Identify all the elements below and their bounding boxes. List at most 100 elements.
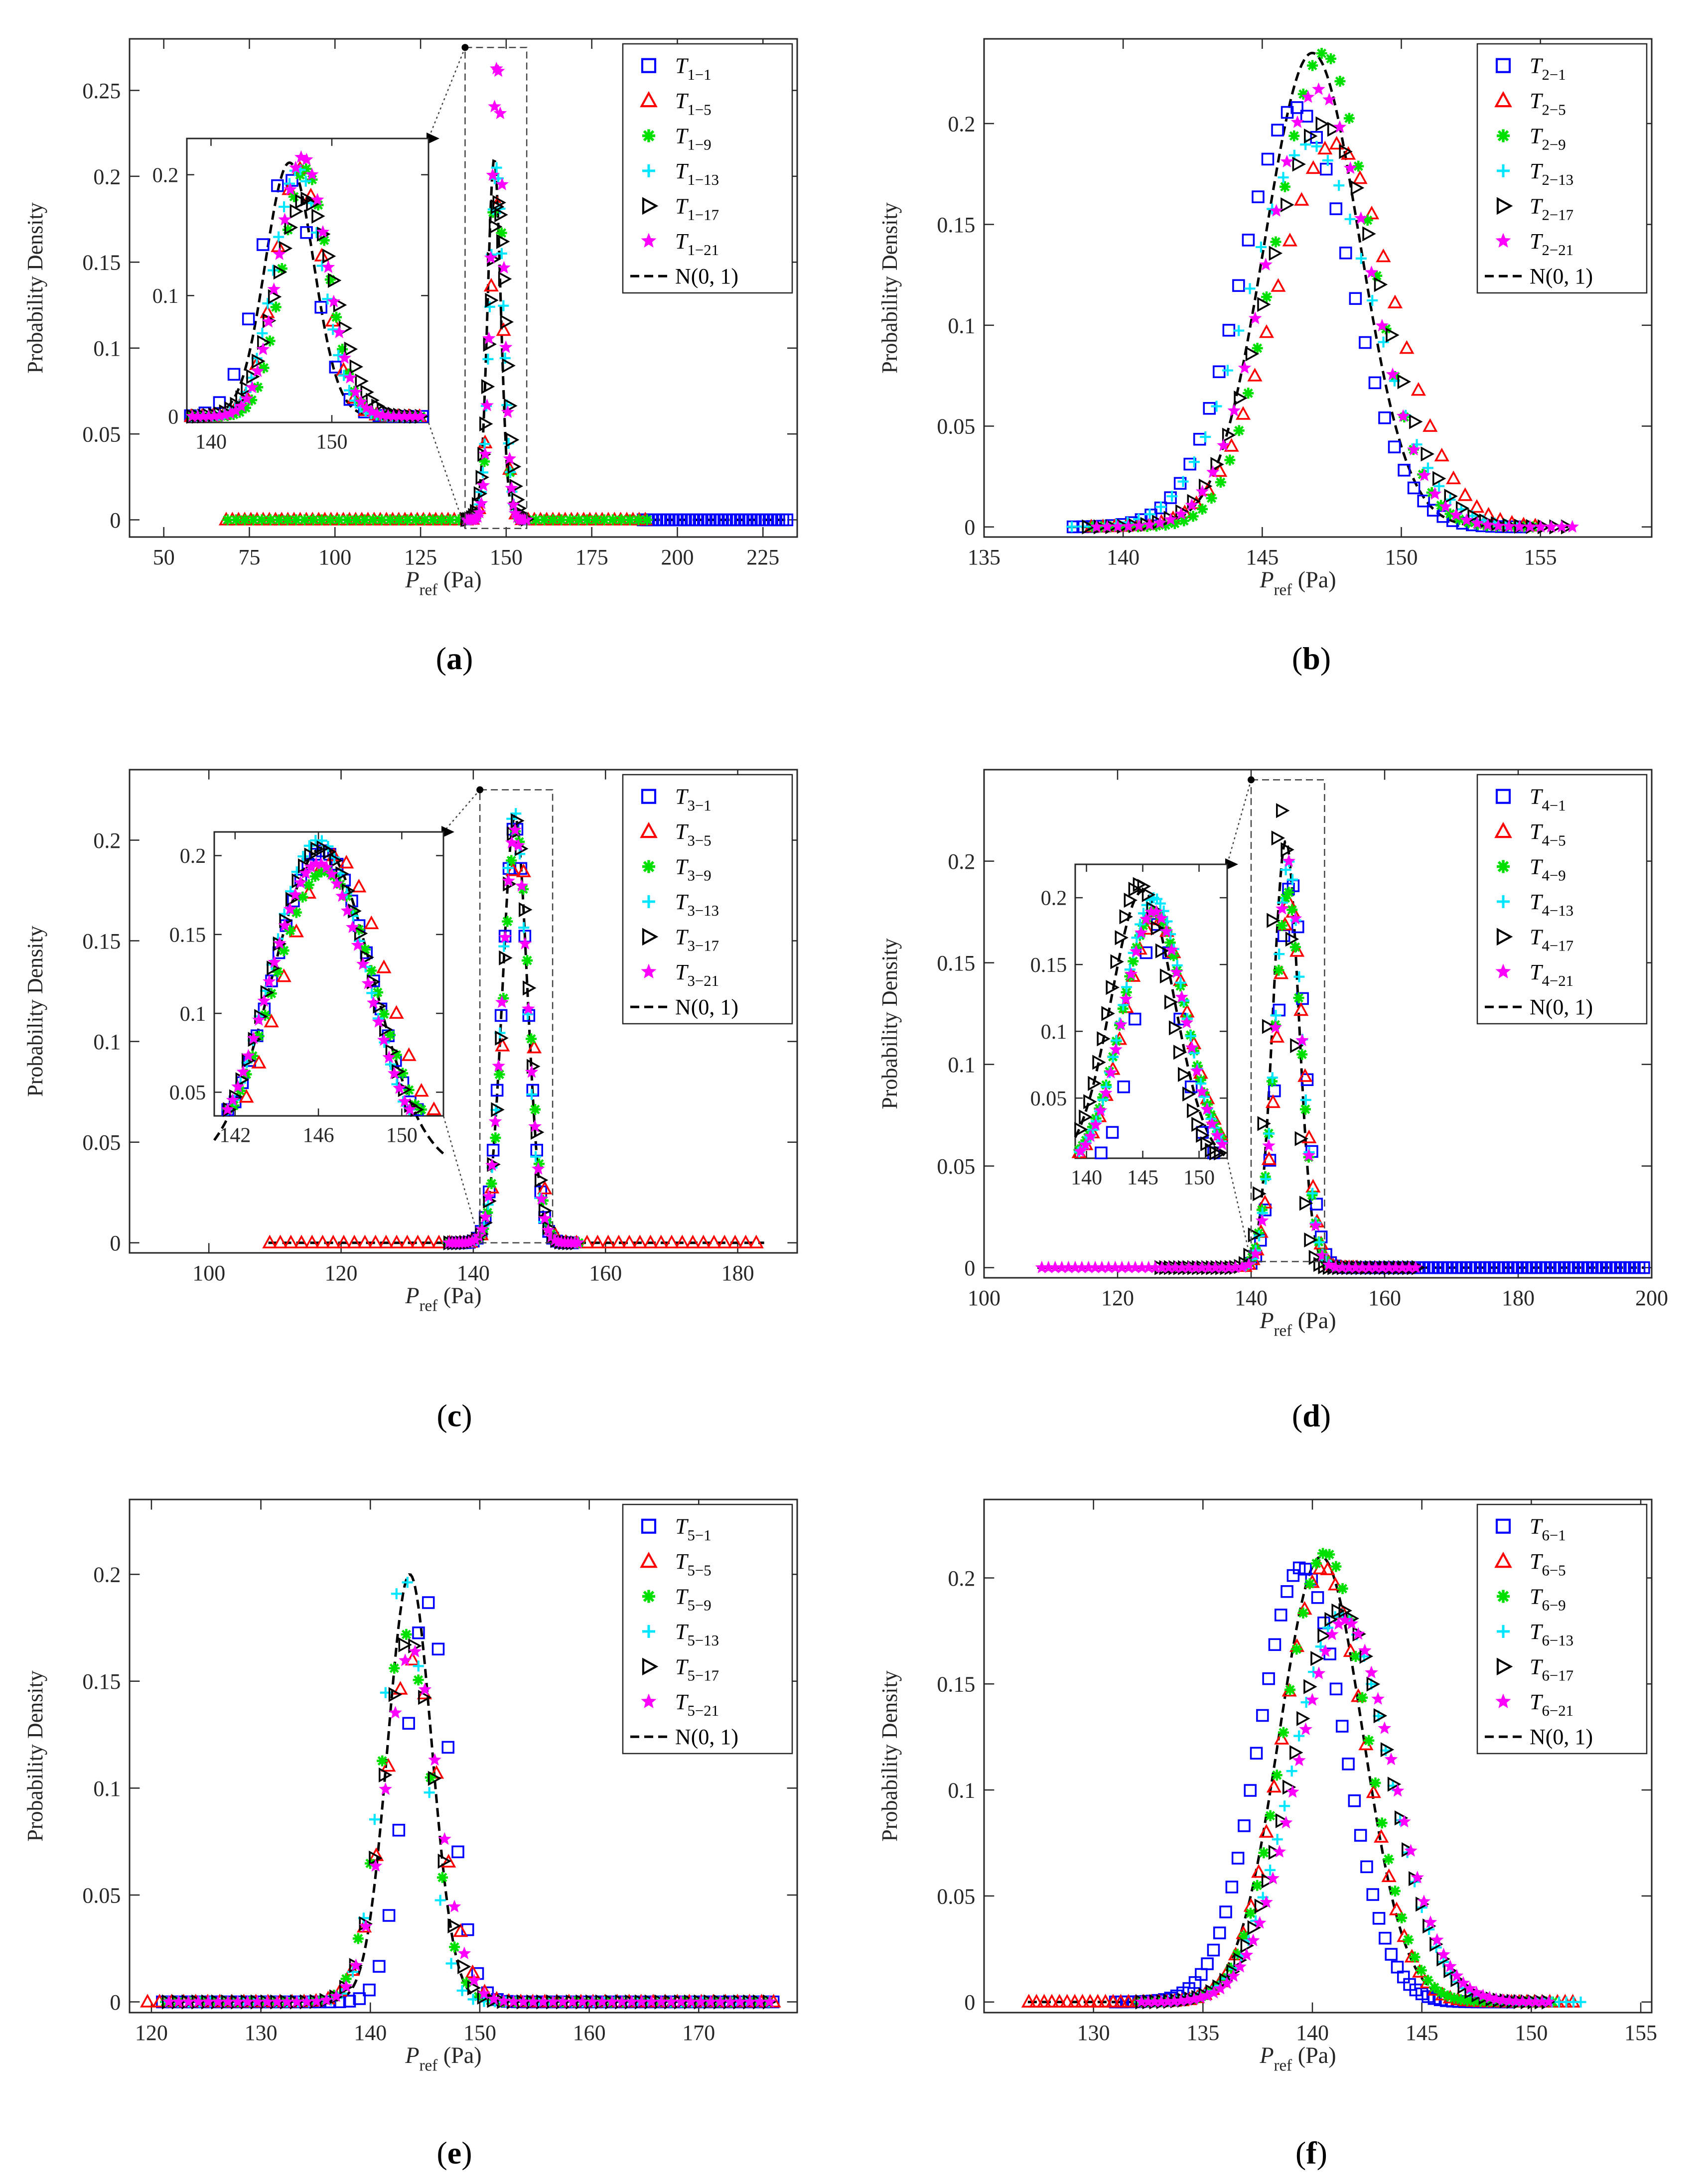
panel-d-inset-point-3: [1121, 981, 1133, 993]
panel-d-s2-point-2: [1293, 992, 1304, 1004]
panel-e-s1-point-1: [140, 1994, 155, 2008]
panel-c-inset-point-5: [382, 1050, 396, 1064]
panel-b-s5-point-5: [1386, 367, 1400, 381]
panel-c-inset-point-1: [389, 1005, 404, 1019]
panel-a-inset-point-0: [314, 301, 327, 314]
panel-d-s5-point-5: [1315, 1248, 1329, 1262]
panel-d-inset-point-5: [1200, 1102, 1214, 1115]
panel-f-s2-point-2: [1310, 1558, 1322, 1569]
panel-e-s2-point-2: [377, 1755, 388, 1766]
panel-a-s4-point-4: [488, 219, 503, 235]
panel-b-s5-point-5: [1227, 404, 1241, 416]
panel-f-s2-point-2: [1252, 1880, 1263, 1891]
panel-b-legend-label: T2−21: [1530, 229, 1573, 259]
panel-c-s1-point-1: [293, 1234, 309, 1248]
panel-f-s0-point-0: [1372, 1912, 1386, 1925]
panel-d-inset-point-4: [1178, 1067, 1192, 1082]
panel-f-s2-point-2: [1238, 1930, 1250, 1942]
panel-b-s2-point-2: [1233, 425, 1245, 436]
panel-c-s5-point-5: [518, 937, 532, 950]
panel-f-s1-point-1: [1075, 1994, 1090, 2008]
panel-c-s1-point-1: [368, 1234, 383, 1248]
panel-e-legend-marker: [642, 1590, 655, 1603]
panel-d-inset-point-4: [1097, 1031, 1111, 1047]
panel-a-s2-point-2: [376, 514, 388, 526]
panel-b-s2-point-2: [1371, 270, 1383, 281]
panel-f-s5-point-5: [1502, 1994, 1516, 2007]
panel-c-inset-point-2: [316, 866, 327, 878]
panel-d-inset-point-3: [1131, 932, 1142, 944]
panel-e-s4-point-4: [398, 1637, 412, 1652]
panel-f-s1-point-1: [1381, 1868, 1397, 1883]
panel-c-inset-point-5: [340, 904, 354, 917]
panel-b-s5-point-5: [1185, 498, 1199, 511]
panel-d-inset-point-5: [1175, 990, 1188, 1003]
panel-f-s5-point-5: [1292, 1753, 1306, 1766]
panel-f-s4-point-4: [1380, 1742, 1395, 1758]
panel-a-s4-point-4: [504, 398, 518, 413]
panel-d-inset-point-4: [1214, 1145, 1228, 1161]
panel-e-s3-point-3: [434, 1895, 446, 1906]
panel-c-inset-point-4: [260, 985, 275, 1000]
panel-c-s4-point-4: [499, 950, 513, 965]
panel-c-s5-point-5: [502, 874, 515, 887]
panel-f-s4-point-4: [1247, 1920, 1262, 1935]
panel-d-inset-point-4: [1182, 1086, 1196, 1102]
panel-c-s1-point-1: [675, 1234, 690, 1248]
panel-d-s3-point-3: [1313, 1236, 1325, 1248]
panel-a-s4-point-4: [481, 379, 495, 395]
panel-f-s2-point-2: [1422, 1975, 1433, 1986]
panel-a-inset-point-2: [282, 224, 293, 236]
panel-d-inset-point-5: [1114, 1018, 1128, 1031]
panel-a-inset-xtick-label: 140: [195, 431, 227, 454]
panel-d-s2-point-2: [1299, 1103, 1311, 1115]
panel-a-s4-point-4: [473, 486, 488, 502]
panel-a-inset-point-5: [273, 247, 286, 260]
panel-f-s2-point-2: [1324, 1549, 1335, 1560]
panel-c-legend-label: T3−13: [675, 890, 719, 919]
panel-a-legend-marker: [641, 58, 657, 73]
panel-a-s2-point-2: [248, 514, 259, 526]
panel-d-inset-point-0: [1117, 1080, 1130, 1093]
panel-f-s1-point-1: [1366, 1784, 1381, 1798]
panel-e-s5-point-5: [389, 1706, 402, 1719]
panel-d-xtick-label: 140: [1235, 1286, 1268, 1310]
panel-f-legend-marker: [1497, 1590, 1510, 1603]
panel-f-ytick-label: 0.05: [937, 1884, 975, 1908]
panel-d-inset-point-4: [1079, 1109, 1093, 1125]
panel-b-xtick-label: 150: [1385, 545, 1418, 569]
panel-c-s2-point-2: [490, 1132, 501, 1144]
panel-d-inset-point-4: [1164, 994, 1178, 1010]
panel-d-s5-point-5: [1302, 1148, 1316, 1162]
panel-b-legend-marker: [1496, 197, 1513, 215]
panel-c-inset-point-5: [398, 1094, 412, 1107]
panel-b-s0-point-0: [1329, 202, 1343, 215]
panel-e-legend: T5−1 T5−5 T5−9 T5−13 T5−17 T5−21 N(0, 1): [622, 1503, 793, 1755]
panel-f-s1-point-1: [1090, 1994, 1106, 2008]
panel-c-inset-point-2: [290, 907, 302, 918]
panel-a-xtick-label: 175: [575, 545, 608, 569]
panel-c-legend-marker: [641, 789, 657, 804]
panel-c-inset-point-5: [330, 877, 344, 890]
panel-c-inset-point-4: [285, 892, 299, 907]
panel-e-ylabel: Probability Density: [23, 1670, 47, 1841]
panel-c-inset-point-1: [339, 854, 354, 869]
panel-f-s0-point-0: [1336, 1720, 1349, 1733]
panel-f-s5-point-5: [1240, 1948, 1254, 1961]
panel-b-s4-point-4: [1257, 297, 1271, 312]
panel-a-inset-point-4: [355, 373, 369, 389]
panel-d-inset-point-5: [1159, 924, 1173, 938]
panel-a-s2-point-2: [573, 514, 584, 526]
panel-e-s5-point-5: [369, 1859, 383, 1872]
panel-c-inset-point-2: [272, 966, 284, 977]
panel-b: 135 140 145 150 155 0 0.05 0.1 0.15 0.2 Probabilit…: [877, 38, 1653, 599]
panel-a-s2-point-2: [282, 514, 293, 526]
panel-b-s0-point-0: [1398, 464, 1411, 477]
panel-b-s4-point-4: [1222, 427, 1236, 443]
panel-b-s5-point-5: [1153, 516, 1167, 529]
panel-b-s5-point-5: [1449, 508, 1463, 521]
panel-c-s5-point-5: [492, 1059, 506, 1072]
panel-c-s1-point-1: [347, 1234, 362, 1248]
panel-f-ytick-label: 0.1: [948, 1778, 975, 1802]
panel-a-s2-point-2: [530, 514, 542, 526]
